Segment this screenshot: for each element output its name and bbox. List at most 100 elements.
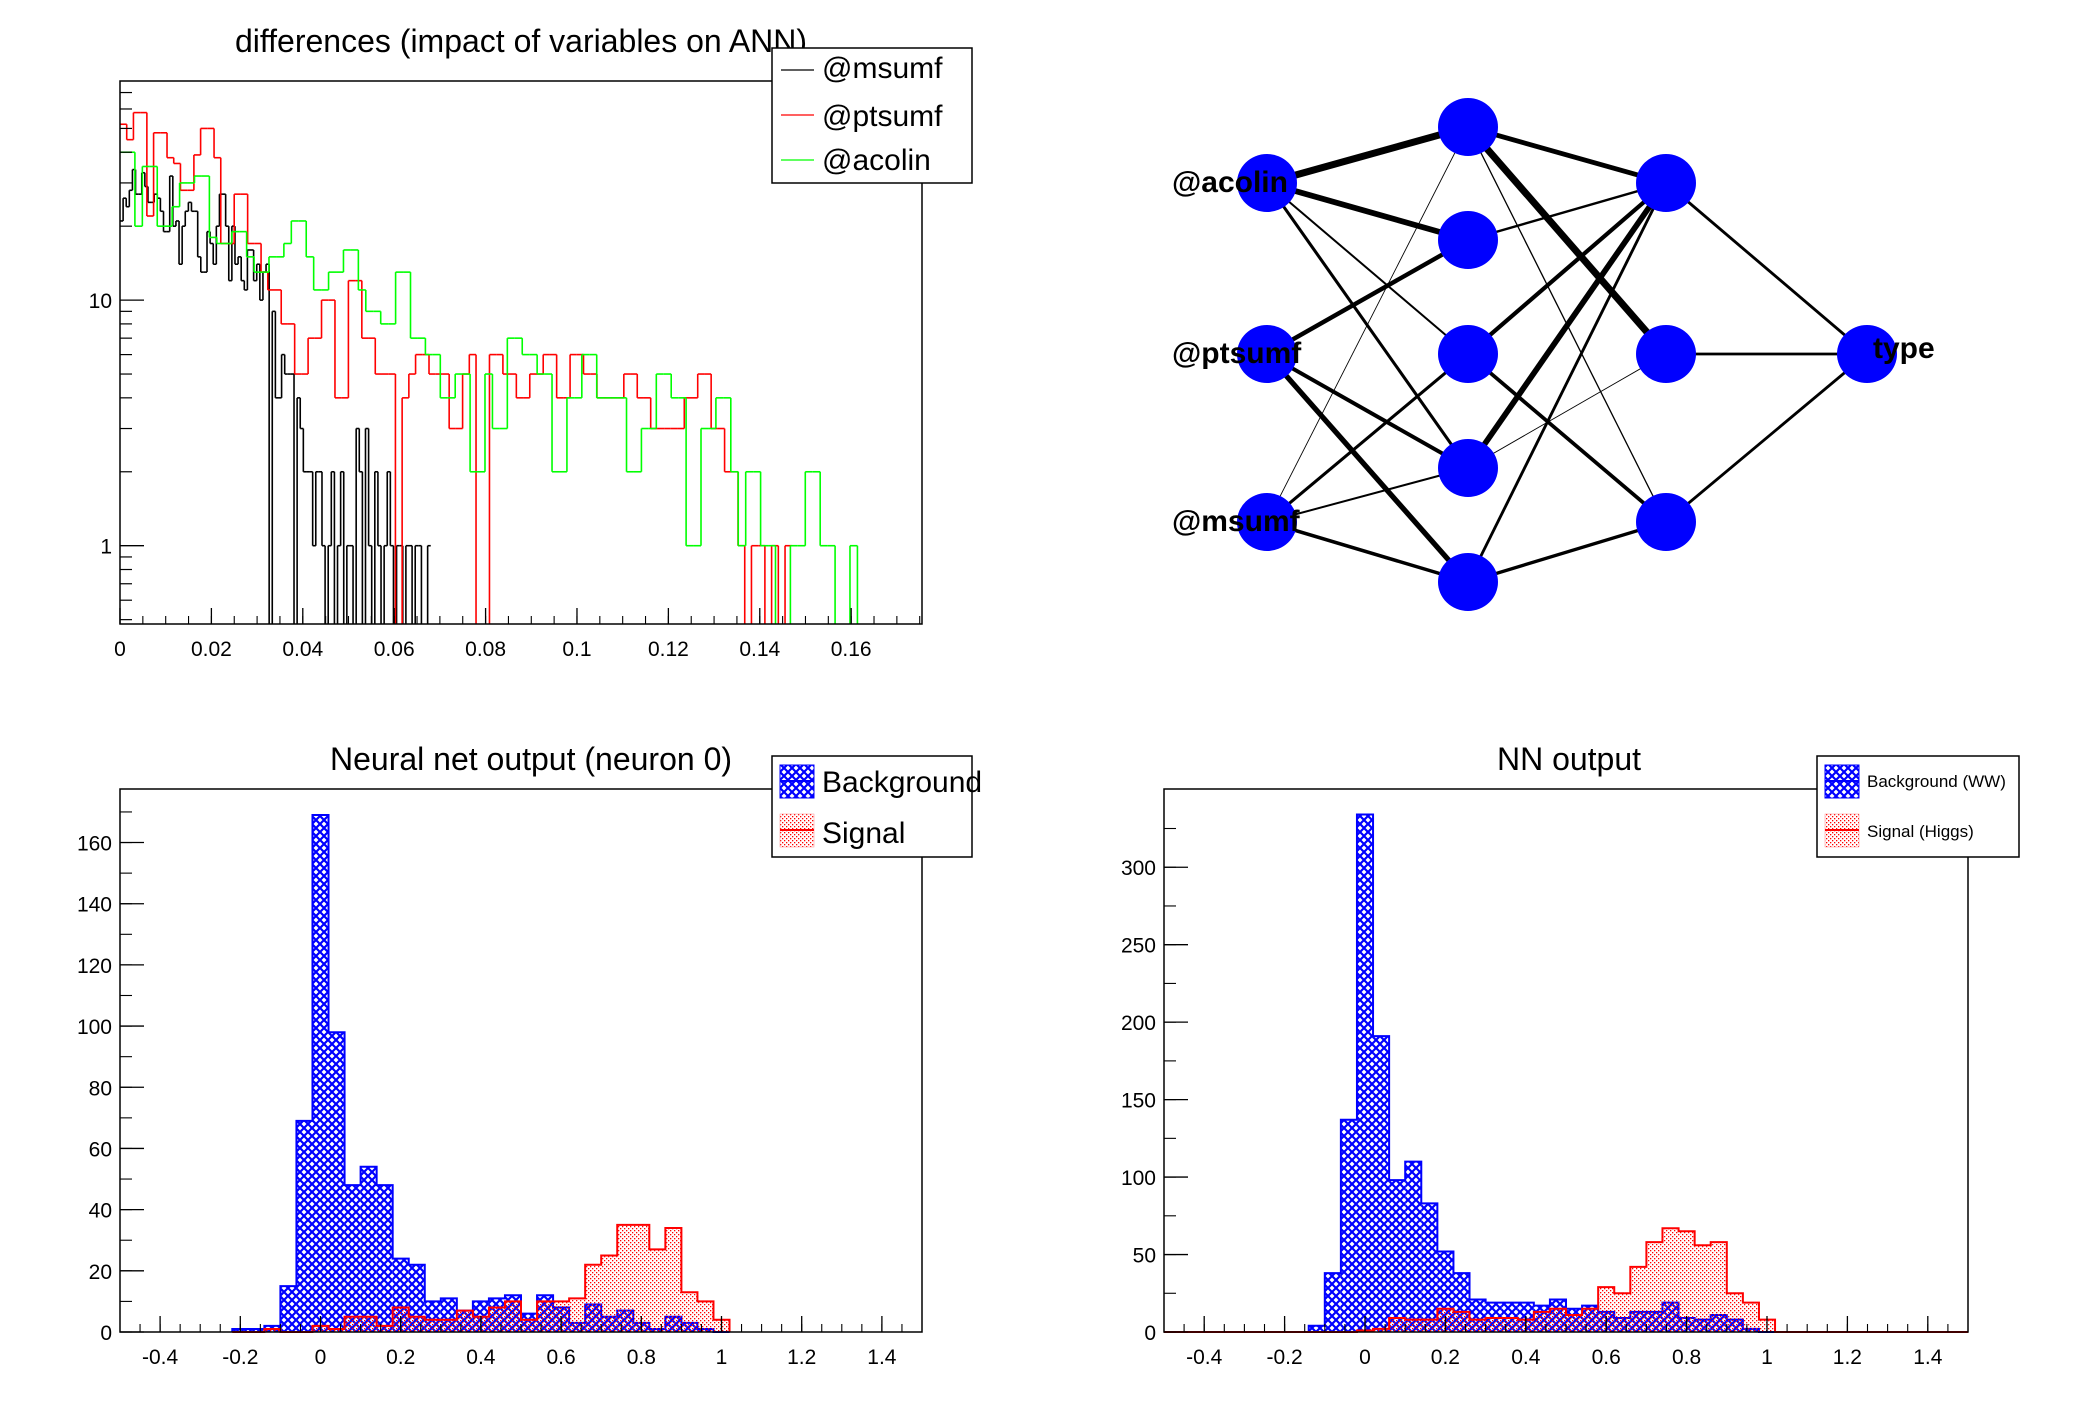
series-background bbox=[1307, 813, 1776, 1333]
input-label: @msumf bbox=[1172, 505, 1301, 538]
neuron-node bbox=[1837, 325, 1897, 383]
input-label: @ptsumf bbox=[1172, 337, 1302, 370]
network-diagram: @acolin @ptsumf @msumf type bbox=[1172, 98, 1935, 611]
synapse-edge bbox=[1266, 180, 1469, 243]
y-tick-label: 0 bbox=[100, 1322, 112, 1345]
y-tick-label: 120 bbox=[77, 955, 112, 978]
x-tick-label: 0.8 bbox=[627, 1346, 656, 1369]
legend-label: Signal bbox=[822, 817, 905, 850]
histogram-bar bbox=[1308, 1325, 1325, 1332]
histogram-bar bbox=[1630, 1266, 1647, 1332]
x-tick-label: 0.4 bbox=[466, 1346, 496, 1369]
synapse-edge bbox=[1467, 181, 1667, 242]
histogram-bar bbox=[296, 1120, 313, 1332]
histogram-bar bbox=[1501, 1318, 1518, 1332]
histogram-bar bbox=[328, 1328, 345, 1332]
y-tick-label: 10 bbox=[89, 290, 112, 313]
synapse-edge bbox=[1665, 352, 1868, 524]
x-tick-label: 0.1 bbox=[562, 638, 591, 661]
x-tick-label: 1 bbox=[1761, 1346, 1773, 1369]
synapse-edge bbox=[1465, 124, 1669, 357]
x-tick-label: 0 bbox=[1359, 1346, 1371, 1369]
histogram-bar bbox=[376, 1325, 393, 1332]
input-label: @acolin bbox=[1172, 166, 1288, 199]
histogram-bar bbox=[328, 1032, 345, 1332]
histogram-bar bbox=[1582, 1308, 1599, 1332]
x-tick-label: -0.2 bbox=[1267, 1346, 1303, 1369]
histogram-bar bbox=[248, 1328, 265, 1332]
y-tick-label: 80 bbox=[89, 1077, 112, 1100]
histogram-bar bbox=[1421, 1319, 1438, 1332]
plot-frame bbox=[1163, 788, 1969, 1333]
synapse-edge bbox=[1266, 126, 1469, 523]
histogram-bar bbox=[1324, 1273, 1341, 1332]
legend-label: @ptsumf bbox=[822, 100, 943, 133]
synapse-edge bbox=[1265, 182, 1470, 469]
neuron-node bbox=[1237, 154, 1297, 212]
plot-frame bbox=[119, 80, 923, 625]
histogram-bar bbox=[1453, 1311, 1470, 1332]
histogram-bar bbox=[1662, 1228, 1679, 1332]
legend-label: @acolin bbox=[822, 144, 931, 177]
histogram-bar bbox=[649, 1249, 666, 1332]
neuron-node bbox=[1438, 553, 1498, 611]
histogram-bar bbox=[1566, 1314, 1583, 1332]
histogram-bar bbox=[585, 1264, 602, 1332]
histogram-bar bbox=[456, 1310, 473, 1332]
x-tick-label: -0.4 bbox=[1186, 1346, 1223, 1369]
y-tick-label: 50 bbox=[1133, 1245, 1156, 1268]
synapse-edge bbox=[1266, 467, 1469, 523]
histogram-bar bbox=[1710, 1242, 1727, 1332]
x-tick-label: -0.2 bbox=[222, 1346, 258, 1369]
x-tick-label: 0.2 bbox=[1431, 1346, 1460, 1369]
histogram-bar bbox=[424, 1319, 441, 1332]
histogram-bar bbox=[1389, 1318, 1406, 1332]
output-label: type bbox=[1873, 332, 1935, 365]
synapse-edge bbox=[1265, 238, 1470, 356]
synapse-edge bbox=[1266, 182, 1469, 355]
histogram-bar bbox=[537, 1301, 554, 1332]
x-tick-label: 0.8 bbox=[1672, 1346, 1701, 1369]
histogram-bar bbox=[264, 1328, 281, 1332]
chart-title: differences (impact of variables on ANN) bbox=[235, 23, 807, 59]
histogram-bar bbox=[1485, 1318, 1502, 1332]
legend-label: Background (WW) bbox=[1867, 772, 2006, 791]
x-tick-label: 0.2 bbox=[386, 1346, 415, 1369]
histogram-bar bbox=[1469, 1319, 1486, 1332]
y-tick-label: 100 bbox=[77, 1016, 112, 1039]
synapse-edge bbox=[1266, 520, 1469, 584]
histogram-bar bbox=[1533, 1311, 1550, 1332]
y-tick-label: 250 bbox=[1121, 935, 1156, 958]
legend: Background (WW) Signal (Higgs) bbox=[1816, 755, 2020, 858]
x-tick-label: 0 bbox=[114, 638, 126, 661]
chart-title: NN output bbox=[1497, 741, 1641, 777]
y-tick-label: 0 bbox=[1144, 1322, 1156, 1345]
histogram-bar bbox=[697, 1301, 714, 1332]
nn-output-chart: NN output -0.4 -0.2 0 0.2 0.4 0.6 0.8 1 1.2 1.4 0 5… bbox=[1121, 741, 2020, 1369]
neuron-node bbox=[1438, 439, 1498, 497]
histogram-bar bbox=[617, 1224, 634, 1332]
synapse-edge bbox=[1465, 181, 1669, 470]
plot-frame bbox=[119, 788, 923, 1333]
histogram-bar bbox=[312, 815, 329, 1332]
histogram-bar bbox=[344, 1185, 361, 1332]
legend-label: Signal (Higgs) bbox=[1867, 822, 1974, 841]
neuron-node bbox=[1438, 325, 1498, 383]
neuron-node bbox=[1636, 325, 1696, 383]
synapse-edge bbox=[1466, 181, 1668, 356]
synapse-edge bbox=[1467, 353, 1667, 469]
neuron-node bbox=[1438, 211, 1498, 269]
neuron0-output-chart: Neural net output (neuron 0) -0.4 -0.2 0 0.… bbox=[77, 741, 982, 1369]
histogram-bar bbox=[408, 1264, 425, 1332]
synapse-edge bbox=[1266, 352, 1469, 470]
x-tick-label: 0.16 bbox=[831, 638, 872, 661]
histogram-bar bbox=[360, 1316, 377, 1332]
y-tick-label: 300 bbox=[1121, 857, 1156, 880]
synapse-edge bbox=[1467, 520, 1667, 584]
histogram-bar bbox=[1646, 1242, 1663, 1332]
histogram-outline bbox=[1164, 1227, 1968, 1333]
x-tick-label: 1.4 bbox=[867, 1346, 897, 1369]
histogram-bar bbox=[360, 1166, 377, 1332]
histogram-bar bbox=[1405, 1319, 1422, 1332]
